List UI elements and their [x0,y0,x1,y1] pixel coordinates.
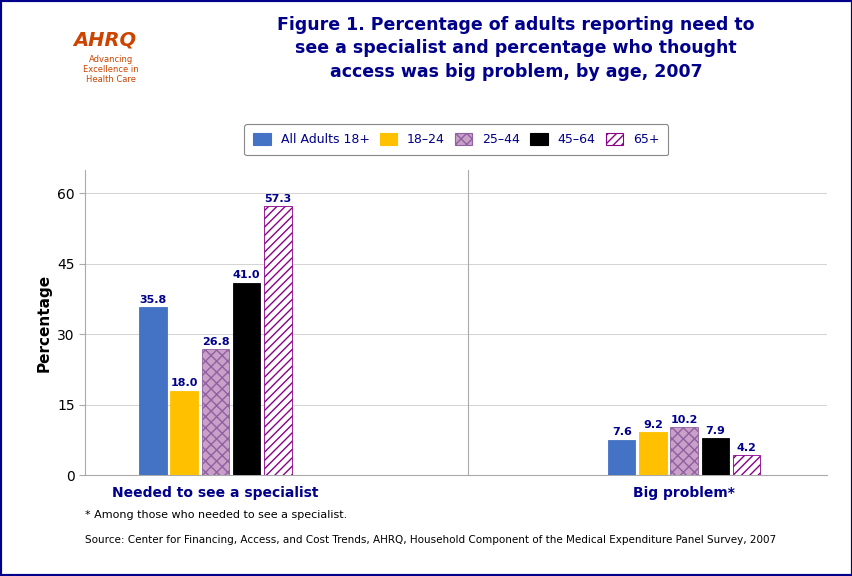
Text: AHRQ: AHRQ [73,31,136,50]
Bar [264,206,291,475]
Text: 4.2: 4.2 [736,443,756,453]
Text: 26.8: 26.8 [201,337,229,347]
Text: 41.0: 41.0 [233,270,260,281]
Text: Advancing
Excellence in
Health Care: Advancing Excellence in Health Care [83,55,138,84]
Text: 7.9: 7.9 [705,426,724,436]
Text: 7.6: 7.6 [611,427,630,437]
Bar [607,439,635,475]
Bar [233,283,260,475]
Text: 35.8: 35.8 [139,295,166,305]
Text: Source: Center for Financing, Access, and Cost Trends, AHRQ, Household Component: Source: Center for Financing, Access, an… [85,535,775,544]
Text: 9.2: 9.2 [642,420,662,430]
Bar [701,438,728,475]
Legend: All Adults 18+, 18–24, 25–44, 45–64, 65+: All Adults 18+, 18–24, 25–44, 45–64, 65+ [244,124,668,155]
Text: 10.2: 10.2 [670,415,697,425]
Bar [732,456,759,475]
Bar [638,432,666,475]
Text: Figure 1. Percentage of adults reporting need to
see a specialist and percentage: Figure 1. Percentage of adults reporting… [277,16,754,81]
Text: 57.3: 57.3 [264,194,291,204]
Bar [670,427,697,475]
Bar [202,349,229,475]
Text: * Among those who needed to see a specialist.: * Among those who needed to see a specia… [85,510,347,520]
Bar [139,307,166,475]
Bar [170,391,198,475]
Y-axis label: Percentage: Percentage [37,274,52,372]
Text: 18.0: 18.0 [170,378,198,388]
